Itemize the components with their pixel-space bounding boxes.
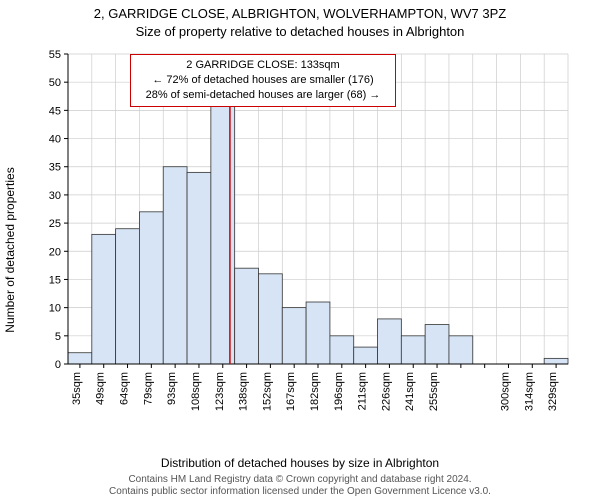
- y-tick-label: 45: [49, 105, 61, 117]
- annotation-box: 2 GARRIDGE CLOSE: 133sqm ← 72% of detach…: [130, 54, 396, 107]
- x-tick-label: 182sqm: [309, 372, 321, 411]
- chart-title-line1: 2, GARRIDGE CLOSE, ALBRIGHTON, WOLVERHAM…: [0, 6, 600, 21]
- annotation-line1: 2 GARRIDGE CLOSE: 133sqm: [137, 58, 389, 73]
- x-tick-label: 49sqm: [95, 372, 107, 405]
- y-axis-label: Number of detached properties: [3, 167, 17, 332]
- x-tick-label: 300sqm: [499, 372, 511, 411]
- x-tick-label: 152sqm: [261, 372, 273, 411]
- x-tick-label: 196sqm: [333, 372, 345, 411]
- footer-line1: Contains HM Land Registry data © Crown c…: [0, 474, 600, 486]
- annotation-line3: 28% of semi-detached houses are larger (…: [137, 88, 389, 103]
- x-tick-label: 93sqm: [166, 372, 178, 405]
- chart-container: 2, GARRIDGE CLOSE, ALBRIGHTON, WOLVERHAM…: [0, 0, 600, 500]
- x-tick-label: 79sqm: [142, 372, 154, 405]
- y-tick-label: 15: [49, 274, 61, 286]
- x-tick-label: 329sqm: [547, 372, 559, 411]
- y-tick-label: 5: [55, 331, 61, 343]
- y-tick-label: 40: [49, 134, 61, 146]
- y-tick-label: 0: [55, 359, 61, 371]
- chart-title-line2: Size of property relative to detached ho…: [0, 24, 600, 39]
- x-axis-label: Distribution of detached houses by size …: [0, 456, 600, 470]
- y-tick-label: 35: [49, 162, 61, 174]
- x-tick-label: 241sqm: [404, 372, 416, 411]
- y-tick-label: 25: [49, 218, 61, 230]
- x-tick-label: 35sqm: [71, 372, 83, 405]
- x-tick-label: 123sqm: [214, 372, 226, 411]
- x-tick-label: 138sqm: [238, 372, 250, 411]
- footer: Contains HM Land Registry data © Crown c…: [0, 474, 600, 498]
- y-tick-label: 55: [49, 49, 61, 61]
- x-tick-label: 167sqm: [285, 372, 297, 411]
- footer-line2: Contains public sector information licen…: [0, 486, 600, 498]
- y-tick-label: 10: [49, 303, 61, 315]
- y-tick-label: 20: [49, 246, 61, 258]
- annotation-line2: ← 72% of detached houses are smaller (17…: [137, 73, 389, 88]
- x-tick-label: 255sqm: [428, 372, 440, 411]
- x-tick-label: 108sqm: [190, 372, 202, 411]
- x-tick-label: 64sqm: [119, 372, 131, 405]
- x-tick-label: 211sqm: [357, 372, 369, 410]
- y-tick-label: 50: [49, 77, 61, 89]
- y-tick-label: 30: [49, 190, 61, 202]
- x-tick-label: 226sqm: [380, 372, 392, 411]
- x-tick-label: 314sqm: [523, 372, 535, 411]
